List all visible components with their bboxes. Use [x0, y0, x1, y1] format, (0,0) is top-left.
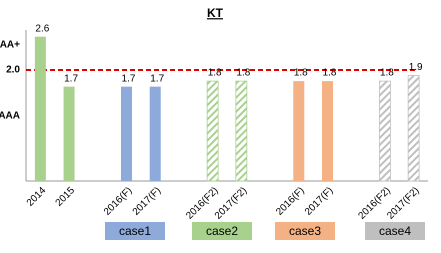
value-label: 1.8: [380, 68, 394, 79]
legend-label: case4: [379, 224, 411, 238]
bar: [206, 80, 219, 182]
value-label: 1.8: [323, 68, 337, 79]
y-tick-label: AA+: [0, 40, 20, 51]
legend-swatch: [105, 222, 165, 240]
value-label: 1.7: [150, 73, 164, 84]
bar: [121, 86, 132, 181]
legend-swatch: [275, 222, 335, 240]
x-tick-label: 2017(F): [131, 185, 164, 218]
bar: [379, 80, 391, 182]
x-tick-label: 2016(F): [102, 185, 135, 218]
x-tick-label: 2015: [54, 185, 78, 209]
bar: [149, 86, 161, 181]
x-tick-label: 2017(F): [303, 185, 336, 218]
value-label: 1.9: [409, 62, 423, 73]
chart-title: KT: [207, 6, 224, 20]
bar: [34, 36, 46, 182]
value-label: 1.8: [208, 68, 222, 79]
value-label: 1.8: [236, 68, 250, 79]
y-tick-label: AAA: [0, 111, 20, 122]
legend-swatch: [192, 222, 252, 240]
bar: [63, 86, 75, 181]
reference-label: 2.0: [6, 65, 20, 76]
bar: [407, 75, 420, 182]
value-label: 1.8: [294, 68, 308, 79]
x-tick-label: 2017(F2): [385, 185, 421, 221]
value-label: 1.7: [64, 73, 78, 84]
x-tick-label: 2016(F): [274, 185, 307, 218]
x-tick-label: 2014: [25, 185, 49, 209]
legend-label: case3: [289, 224, 321, 238]
legend-label: case2: [206, 224, 238, 238]
bar: [235, 80, 248, 182]
legend-swatch: [365, 222, 425, 240]
value-label: 1.7: [122, 73, 136, 84]
legend-label: case1: [119, 224, 151, 238]
x-tick-label: 2017(F2): [213, 185, 249, 221]
value-label: 2.6: [35, 23, 49, 34]
bar: [293, 81, 305, 181]
bar: [322, 81, 333, 181]
